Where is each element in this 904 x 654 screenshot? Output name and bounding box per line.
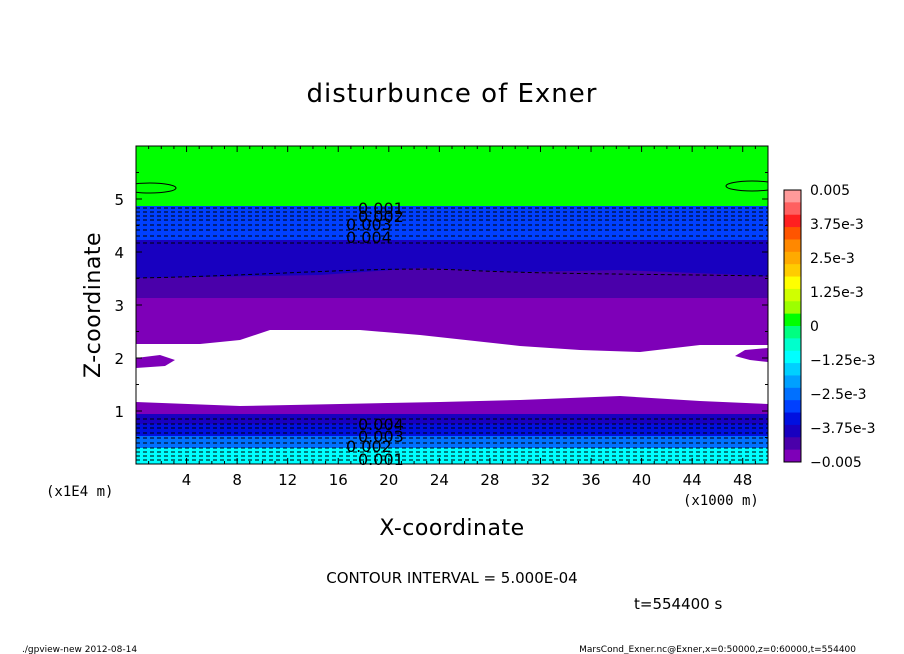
colorbar-swatch <box>784 387 801 401</box>
y-tick-label: 4 <box>114 244 124 262</box>
x-axis: 4 8 12 16 20 24 28 32 36 40 44 48 <box>148 146 756 489</box>
band-upper-green <box>136 146 768 208</box>
colorbar-swatch <box>784 288 801 302</box>
x-tick-label: 40 <box>632 471 651 489</box>
colorbar-swatch <box>784 424 801 438</box>
colorbar-swatch <box>784 251 801 265</box>
colorbar-label: 3.75e-3 <box>810 217 864 233</box>
contour-label: 0.002 <box>358 207 404 226</box>
contour-labels-top: 0.001 0.002 0.003 0.004 <box>346 199 404 247</box>
x-tick-label: 32 <box>531 471 550 489</box>
contour-label: 0.003 <box>358 427 404 446</box>
colorbar-swatch <box>784 375 801 389</box>
contour-line <box>136 268 768 279</box>
colorbar-swatch <box>784 276 801 290</box>
footer-left: ./gpview-new 2012-08-14 <box>22 645 137 654</box>
contour-label: 0.001 <box>358 450 404 469</box>
colorbar-swatch <box>784 449 801 463</box>
time-label: t=554400 s <box>634 595 722 613</box>
y-tick-label: 3 <box>114 297 124 315</box>
colorbar-swatch <box>784 264 801 278</box>
colorbar-swatch <box>784 227 801 240</box>
y-tick-label: 5 <box>114 191 124 209</box>
colorbar-swatch <box>784 412 801 426</box>
colorbar-swatch <box>784 363 801 376</box>
x-unit-label: (x1000 m) <box>683 493 759 509</box>
colorbar-label: −3.75e-3 <box>810 421 875 437</box>
y-unit-label: (x1E4 m) <box>46 484 113 500</box>
colorbar-label: 0 <box>810 319 819 335</box>
x-tick-label: 36 <box>581 471 600 489</box>
colorbar-swatch <box>784 400 801 414</box>
colorbar-label: −0.005 <box>810 455 862 471</box>
x-tick-label: 24 <box>430 471 449 489</box>
contour-label: 0.004 <box>346 228 392 247</box>
colorbar-labels: 0.005 3.75e-3 2.5e-3 1.25e-3 0 −1.25e-3 −2.5e-… <box>810 183 875 471</box>
x-tick-label: 48 <box>733 471 752 489</box>
x-tick-label: 16 <box>329 471 348 489</box>
footer-right: MarsCond_Exner.nc@Exner,x=0:50000,z=0:60… <box>579 645 856 654</box>
contour-labels-bottom: 0.004 0.003 0.002 0.001 <box>346 415 404 469</box>
contour-loop-left <box>136 182 177 194</box>
chart-title: disturbunce of Exner <box>307 79 598 109</box>
y-axis: 1 2 3 4 5 <box>114 172 768 438</box>
band-middle-purple <box>136 298 768 352</box>
purple-left-blob <box>136 355 175 368</box>
colorbar-swatch <box>784 301 801 315</box>
colorbar-swatch <box>784 239 801 253</box>
colorbar-swatch <box>784 350 801 364</box>
colorbar-label: −1.25e-3 <box>810 353 875 369</box>
purple-right-blob <box>735 348 768 362</box>
band-upper-violet <box>136 268 768 300</box>
colorbar <box>783 189 802 463</box>
x-tick-label: 8 <box>232 471 242 489</box>
y-tick-label: 2 <box>114 350 124 368</box>
y-axis-label: Z-coordinate <box>81 232 106 378</box>
contour-label: 0.002 <box>346 437 392 456</box>
band-lower-indigo <box>136 414 768 426</box>
colorbar-swatch <box>784 338 801 352</box>
colorbar-frame <box>783 189 802 463</box>
y-tick-label: 1 <box>114 403 124 421</box>
colorbar-swatch <box>784 202 801 216</box>
contour-interval: CONTOUR INTERVAL = 5.000E-04 <box>326 569 577 587</box>
x-tick-label: 4 <box>182 471 192 489</box>
contour-loop-right <box>725 180 768 192</box>
contour-lines <box>136 207 768 461</box>
colorbar-label: 0.005 <box>810 183 850 199</box>
colorbar-label: −2.5e-3 <box>810 387 867 403</box>
colorbar-swatch <box>784 437 801 451</box>
contour-label: 0.003 <box>346 215 392 234</box>
contour-label: 0.004 <box>358 415 404 434</box>
colorbar-swatch <box>784 313 801 327</box>
colorbar-label: 1.25e-3 <box>810 285 864 301</box>
x-axis-label: X-coordinate <box>379 516 524 541</box>
plot-area <box>136 146 768 464</box>
contour-label: 0.001 <box>358 199 404 218</box>
x-tick-label: 28 <box>480 471 499 489</box>
colorbar-swatch <box>784 190 801 203</box>
colorbar-label: 2.5e-3 <box>810 251 855 267</box>
x-tick-label: 44 <box>683 471 702 489</box>
band-lower-blue <box>136 424 768 438</box>
x-tick-label: 12 <box>278 471 297 489</box>
colorbar-swatch <box>784 326 801 339</box>
colorbar-swatch <box>784 214 801 228</box>
x-tick-label: 20 <box>379 471 398 489</box>
